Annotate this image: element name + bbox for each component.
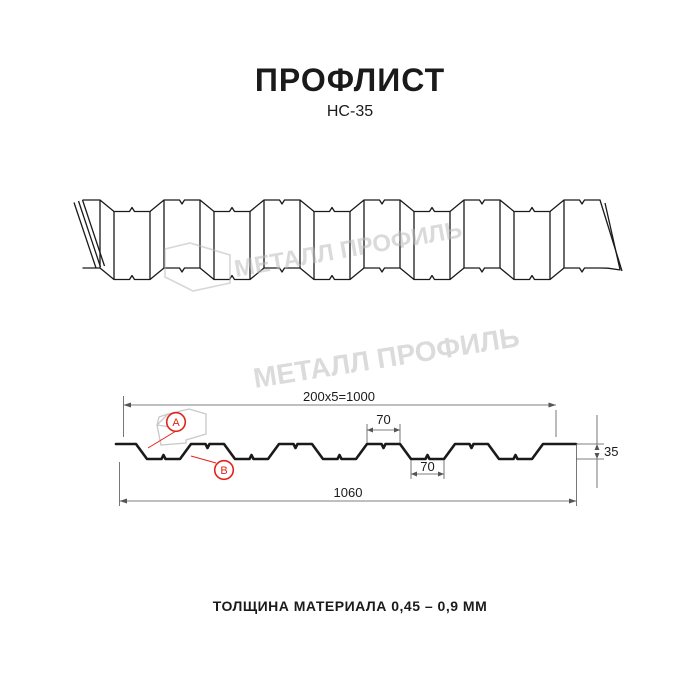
svg-text:МЕТАЛЛ ПРОФИЛЬ: МЕТАЛЛ ПРОФИЛЬ [251, 321, 522, 394]
svg-text:35: 35 [604, 444, 618, 459]
svg-text:A: A [172, 417, 180, 429]
svg-text:70: 70 [376, 412, 390, 427]
svg-text:200x5=1000: 200x5=1000 [303, 389, 375, 404]
svg-text:70: 70 [420, 459, 434, 474]
svg-text:1060: 1060 [334, 485, 363, 500]
svg-text:B: B [220, 465, 227, 477]
